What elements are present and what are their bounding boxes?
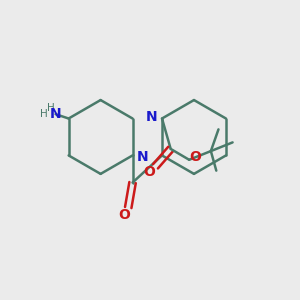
Text: H: H [40,109,47,119]
Text: N: N [137,149,148,164]
Text: O: O [143,165,155,179]
Text: N: N [146,110,158,124]
Text: O: O [190,149,202,164]
Text: O: O [118,208,130,222]
Text: N: N [50,107,62,121]
Text: H: H [47,103,55,113]
